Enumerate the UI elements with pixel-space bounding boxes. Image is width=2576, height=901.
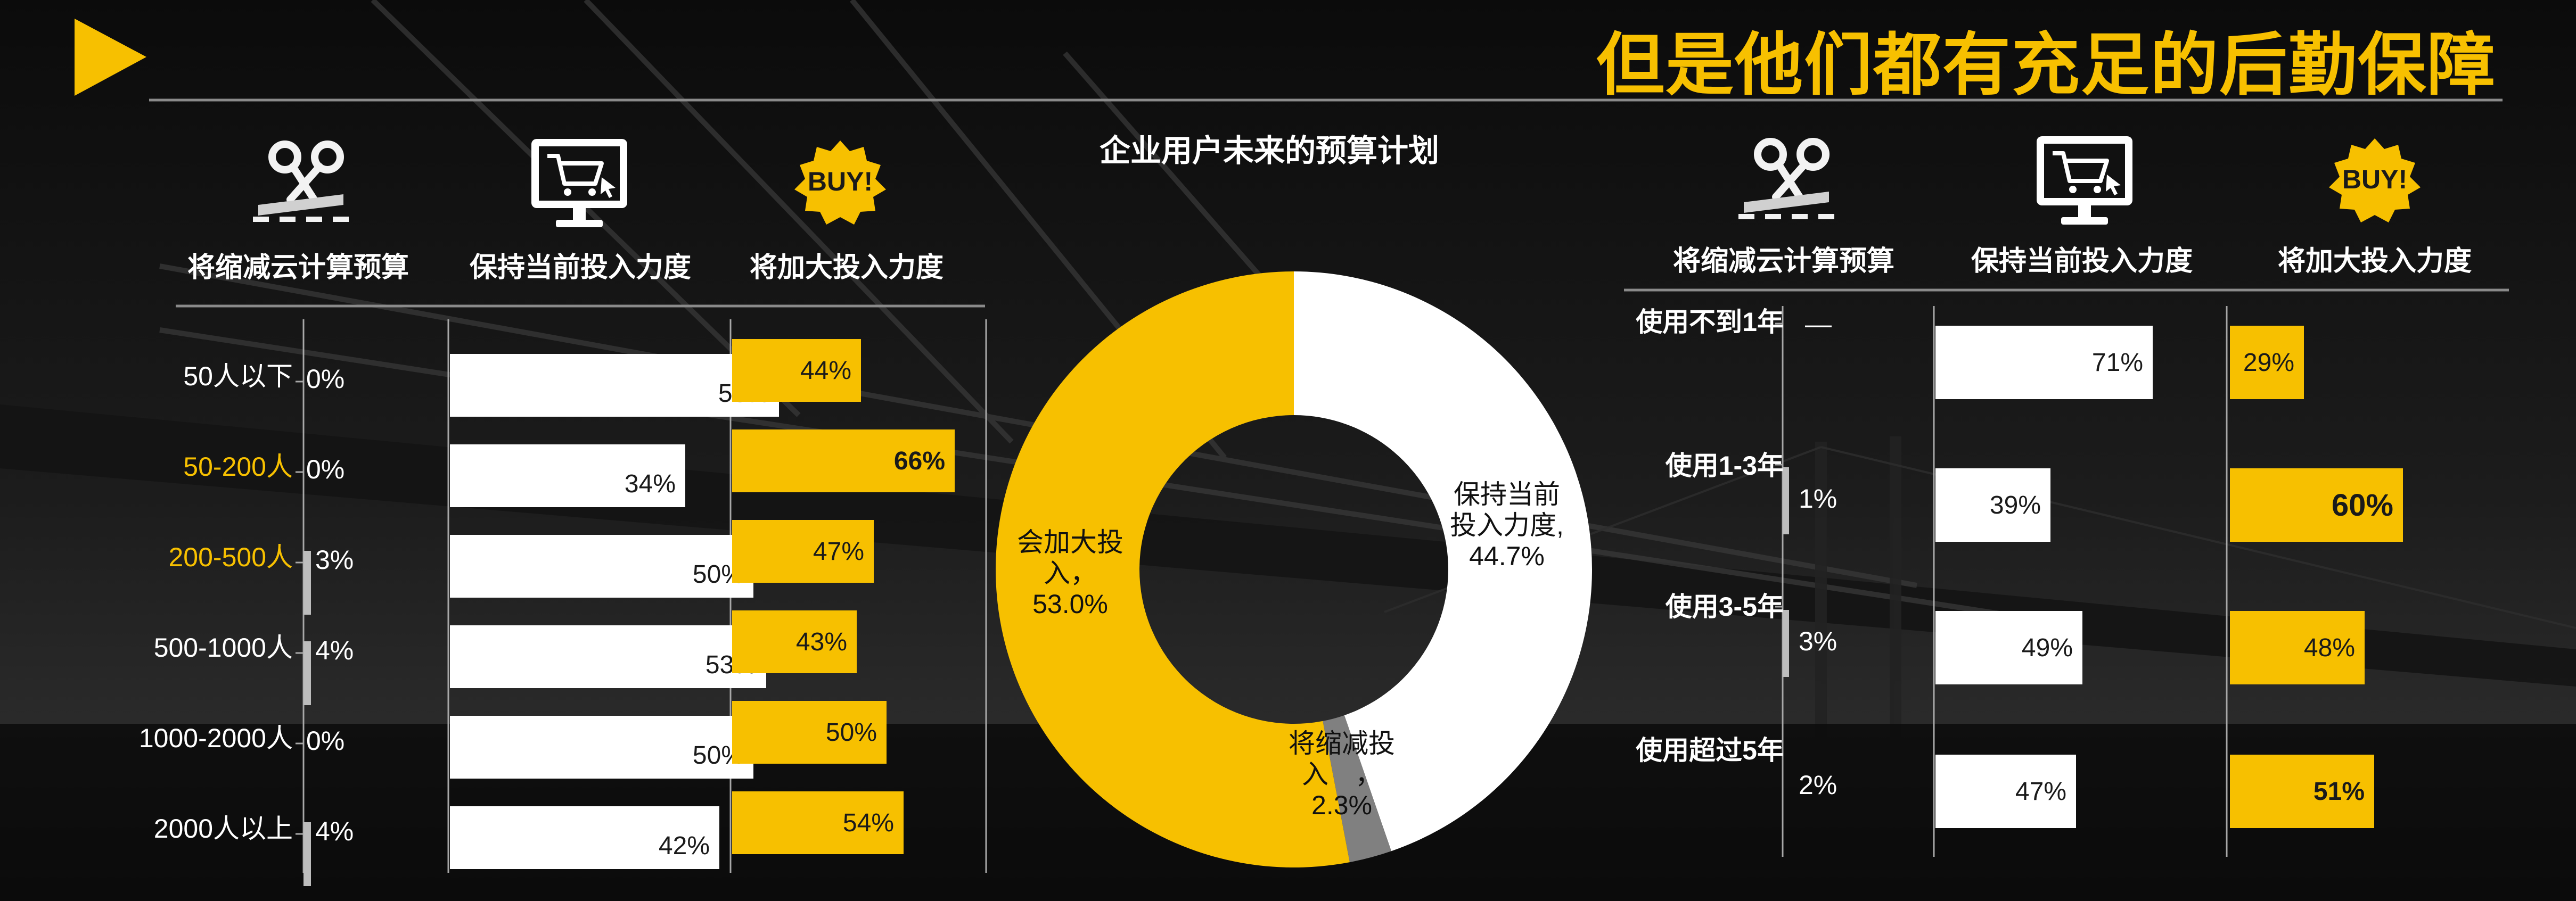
keep-value: 34%: [624, 469, 676, 498]
keep-value: 47%: [2015, 777, 2066, 806]
slice-label-shrink-line1: 将缩减投: [1289, 729, 1395, 758]
slice-label-increase-value: 53.0%: [1032, 589, 1108, 619]
slice-label-shrink-line2: 入 ，: [1302, 759, 1382, 789]
increase-bar: 48%: [2230, 611, 2365, 684]
keep-bar: 49%: [1935, 611, 2082, 684]
category-label: 1000-2000人: [138, 723, 293, 753]
slice-label-increase-line2: 入，: [1044, 558, 1097, 588]
keep-value: 49%: [2021, 633, 2073, 662]
slice-label-increase: 会加大投 入， 53.0%: [996, 527, 1145, 619]
increase-value: 50%: [825, 718, 877, 747]
shrink-value: 4%: [315, 635, 354, 665]
keep-value: 39%: [1989, 491, 2041, 519]
buy-badge-icon: BUY!: [2329, 138, 2421, 222]
keep-bar: 71%: [1935, 326, 2153, 399]
category-label: 50人以下: [183, 361, 293, 391]
category-label: 使用不到1年: [1636, 307, 1784, 337]
slice-label-shrink: 将缩减投 入 ， 2.3%: [1267, 728, 1416, 821]
donut-chart-title: 企业用户未来的预算计划: [1100, 134, 1440, 168]
slice-label-keep-value: 44.7%: [1469, 541, 1545, 571]
increase-bar: 29%: [2230, 326, 2304, 399]
shrink-value: 0%: [306, 454, 345, 484]
left-header-keep: 保持当前投入力度: [469, 252, 691, 283]
shrink-value: 4%: [315, 816, 354, 846]
shrink-value: 3%: [1799, 626, 1837, 656]
increase-value: 60%: [2331, 487, 2393, 523]
donut-slice-1: [1323, 715, 1392, 863]
increase-bar: 50%: [732, 701, 887, 764]
donut-slice-0: [1294, 271, 1592, 852]
keep-bar: 50%: [450, 716, 753, 779]
keep-value: 71%: [2091, 348, 2143, 377]
increase-bar: 54%: [732, 791, 904, 854]
shrink-bar: [303, 641, 311, 705]
left-header-shrink: 将缩减云计算预算: [187, 252, 409, 283]
donut-chart: [996, 271, 1592, 867]
shrink-value: 2%: [1799, 770, 1837, 800]
increase-value: 54%: [842, 808, 894, 837]
slice-label-shrink-value: 2.3%: [1311, 790, 1372, 820]
scissors-icon: [253, 140, 349, 222]
shopping-cart-monitor-icon: [2037, 136, 2132, 225]
increase-bar: 47%: [732, 520, 874, 583]
right-header-increase: 将加大投入力度: [2277, 246, 2472, 277]
category-label: 50-200人: [183, 452, 293, 482]
category-label: 200-500人: [168, 542, 293, 572]
keep-bar: 50%: [450, 535, 753, 598]
shrink-value: 3%: [315, 545, 354, 575]
keep-bar: 53%: [450, 625, 766, 688]
keep-bar: 34%: [450, 444, 685, 507]
increase-bar: 43%: [732, 610, 857, 673]
scissors-icon: [1738, 138, 1834, 219]
shrink-bar: [303, 822, 311, 886]
left-header-increase: 将加大投入力度: [749, 252, 944, 283]
increase-value: 43%: [795, 627, 847, 656]
buy-badge-text: BUY!: [2342, 164, 2407, 194]
shrink-value: 0%: [306, 364, 345, 394]
category-label: 2000人以上: [153, 814, 293, 844]
increase-bar: 51%: [2230, 755, 2374, 828]
shrink-value: —: [1805, 309, 1832, 339]
shopping-cart-monitor-icon: [531, 139, 627, 227]
right-header-keep: 保持当前投入力度: [1971, 246, 2193, 277]
increase-value: 29%: [2243, 348, 2294, 377]
slice-label-keep-line2: 投入力度,: [1450, 510, 1564, 540]
shrink-value: 1%: [1799, 484, 1837, 514]
right-header-shrink: 将缩减云计算预算: [1672, 246, 1894, 277]
buy-badge-text: BUY!: [808, 167, 873, 196]
keep-bar: 39%: [1935, 468, 2050, 542]
page-title: 但是他们都有充足的后勤保障: [1596, 27, 2496, 103]
keep-bar: 42%: [450, 806, 719, 869]
category-label: 500-1000人: [153, 633, 293, 663]
shrink-bar: [1783, 467, 1789, 534]
keep-bar: 56%: [450, 354, 779, 417]
increase-value: 44%: [800, 356, 851, 385]
increase-value: 48%: [2303, 633, 2355, 662]
slice-label-keep-line1: 保持当前: [1454, 480, 1560, 509]
increase-bar: 66%: [732, 429, 955, 492]
increase-value: 66%: [893, 447, 945, 475]
shrink-bar: [303, 551, 311, 615]
shrink-value: 0%: [306, 726, 345, 756]
increase-value: 51%: [2313, 777, 2365, 806]
slice-label-keep: 保持当前 投入力度, 44.7%: [1432, 479, 1581, 572]
shrink-bar: [1783, 610, 1789, 677]
category-label: 使用超过5年: [1636, 735, 1784, 765]
increase-bar: 44%: [732, 339, 861, 402]
buy-badge-icon: BUY!: [794, 140, 886, 225]
increase-value: 47%: [813, 537, 864, 566]
category-label: 使用1-3年: [1665, 451, 1784, 481]
increase-bar: 60%: [2230, 468, 2403, 542]
category-label: 使用3-5年: [1665, 592, 1784, 622]
keep-bar: 47%: [1935, 755, 2076, 828]
donut-slice-2: [996, 271, 1350, 867]
keep-value: 42%: [658, 831, 710, 860]
slice-label-increase-line1: 会加大投: [1017, 527, 1123, 557]
